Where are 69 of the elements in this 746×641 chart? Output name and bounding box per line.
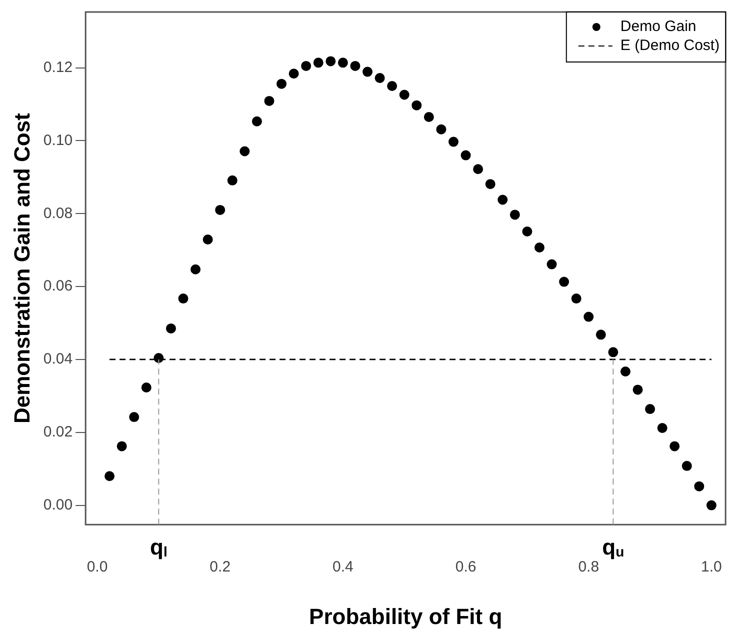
y-tick-label: 0.00 bbox=[43, 496, 73, 514]
point bbox=[424, 112, 434, 122]
y-tick-label: 0.06 bbox=[43, 278, 73, 295]
y-tick-label: 0.02 bbox=[43, 424, 73, 440]
point bbox=[129, 412, 140, 422]
point bbox=[166, 323, 176, 334]
point bbox=[412, 100, 422, 110]
point bbox=[154, 352, 164, 363]
point bbox=[116, 441, 127, 452]
x-tick-label: 0.4 bbox=[332, 558, 354, 576]
point bbox=[202, 234, 213, 244]
point bbox=[584, 312, 594, 322]
point bbox=[338, 58, 348, 68]
point bbox=[694, 481, 704, 492]
point bbox=[141, 382, 152, 393]
y-tick-label: 0.10 bbox=[43, 132, 73, 149]
point bbox=[215, 204, 226, 215]
point bbox=[657, 422, 668, 433]
point bbox=[485, 179, 496, 190]
point bbox=[190, 264, 201, 274]
point bbox=[399, 90, 410, 100]
point bbox=[510, 210, 520, 220]
point bbox=[227, 175, 238, 186]
x-tick-label: 0.2 bbox=[210, 558, 231, 576]
point bbox=[670, 441, 680, 452]
point bbox=[326, 56, 336, 66]
x-tick-label: 1.0 bbox=[701, 558, 722, 576]
point bbox=[608, 347, 618, 358]
point bbox=[632, 384, 643, 395]
ref-line-label: ql bbox=[150, 534, 168, 560]
ref-line-label: qu bbox=[602, 534, 624, 560]
y-tick-label: 0.04 bbox=[43, 350, 73, 368]
point bbox=[104, 471, 115, 482]
point bbox=[473, 164, 484, 174]
x-tick-label: 0.8 bbox=[578, 558, 600, 576]
point bbox=[264, 96, 274, 106]
point bbox=[313, 58, 324, 68]
legend-label: E (Demo Cost) bbox=[620, 37, 720, 54]
point bbox=[240, 146, 250, 156]
point bbox=[682, 460, 692, 471]
point bbox=[288, 68, 299, 79]
point bbox=[252, 116, 262, 126]
point bbox=[436, 124, 446, 134]
point bbox=[706, 500, 716, 510]
point bbox=[620, 366, 630, 376]
point bbox=[645, 404, 656, 414]
point bbox=[350, 60, 360, 71]
point bbox=[460, 150, 471, 160]
y-tick-label: 0.12 bbox=[43, 58, 73, 76]
point bbox=[178, 294, 188, 304]
point bbox=[301, 60, 312, 71]
y-axis-title: Demonstration Gain and Cost bbox=[9, 112, 34, 424]
x-tick-label: 0.6 bbox=[455, 558, 476, 576]
point bbox=[534, 242, 544, 253]
point bbox=[362, 66, 373, 77]
point bbox=[387, 81, 398, 92]
point bbox=[559, 276, 570, 287]
point bbox=[571, 294, 582, 304]
point bbox=[596, 330, 606, 340]
point bbox=[546, 259, 557, 270]
point bbox=[276, 78, 287, 89]
point bbox=[522, 226, 532, 236]
x-axis-title: Probability of Fit q bbox=[309, 604, 502, 629]
y-tick-label: 0.08 bbox=[43, 204, 73, 222]
point bbox=[374, 72, 385, 83]
point bbox=[448, 136, 458, 147]
x-tick-label: 0.0 bbox=[86, 558, 108, 576]
point bbox=[498, 194, 508, 205]
legend-label: Demo Gain bbox=[620, 18, 696, 36]
